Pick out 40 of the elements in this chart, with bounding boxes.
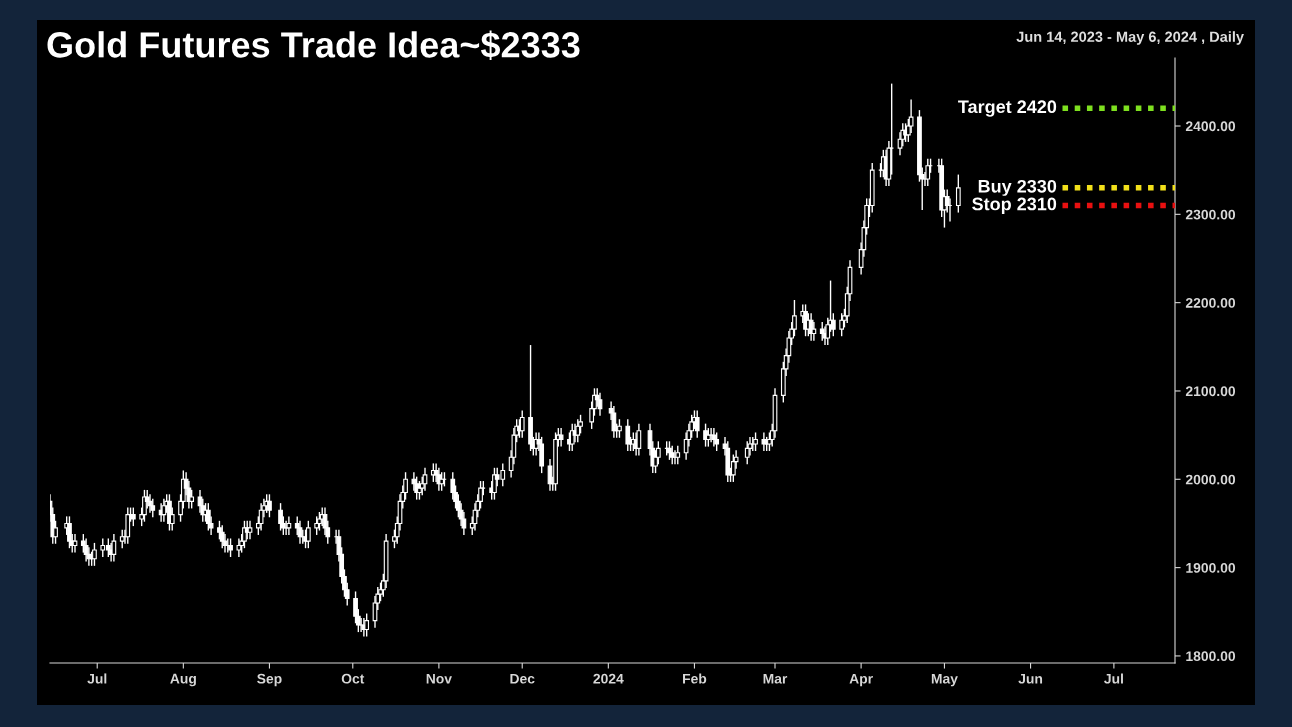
candlestick	[744, 440, 750, 465]
candlestick	[67, 515, 72, 549]
candlestick	[242, 520, 247, 549]
candlestick	[417, 480, 422, 501]
x-tick-label: May	[931, 673, 958, 687]
candlestick	[314, 515, 320, 536]
x-tick-label: Dec	[510, 673, 535, 684]
chart-subtitle: Jun 14, 2023 - May 6, 2024 , Daily	[1016, 31, 1244, 45]
y-tick-label: 2200.00	[1185, 297, 1236, 308]
x-tick-label: Feb	[683, 673, 707, 684]
x-tick-label: Oct	[341, 673, 365, 684]
y-tick-label: 1800.00	[1186, 651, 1236, 662]
candlestick	[236, 537, 242, 558]
candlestick	[100, 537, 106, 558]
candlestick	[636, 422, 642, 457]
candlestick	[955, 173, 961, 214]
ref-line-label: Target 2420	[958, 100, 1057, 117]
x-tick-label: Jul	[1104, 673, 1123, 684]
candlestick	[150, 498, 156, 518]
x-tick-label: Sep	[257, 673, 282, 687]
x-tick-label: Apr	[849, 673, 873, 687]
x-tick-label: Aug	[170, 673, 196, 687]
ref-line-label: Stop 2310	[972, 197, 1057, 214]
x-tick-label: Jul	[87, 673, 107, 684]
y-tick-label: 1900.00	[1186, 562, 1236, 573]
candlestick	[258, 502, 264, 532]
y-tick-label: 2000.00	[1185, 474, 1236, 485]
x-tick-label: Nov	[426, 673, 452, 684]
x-tick-label: 2024	[593, 673, 624, 684]
x-tick-label: Mar	[763, 673, 788, 684]
ref-line-label: Buy 2330	[978, 179, 1057, 197]
x-tick-label: Jun	[1018, 673, 1043, 684]
candlestick	[714, 431, 720, 452]
candlestick	[492, 467, 497, 501]
y-tick-label: 2100.00	[1185, 386, 1236, 397]
candlestick	[278, 502, 283, 532]
y-tick-label: 2300.00	[1185, 209, 1236, 220]
chart-title: Gold Futures Trade Idea~$2333	[47, 30, 580, 61]
candlestick	[364, 612, 370, 638]
y-tick-label: 2400.00	[1185, 121, 1236, 132]
